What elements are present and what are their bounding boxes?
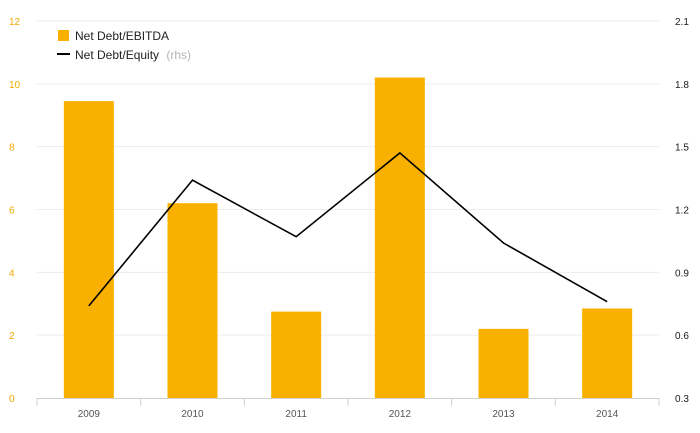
right-tick-label: 1.5 [675,143,689,154]
x-tick-label: 2009 [78,409,101,420]
legend-label-note: (rhs) [166,48,191,62]
left-tick-label: 8 [9,143,15,154]
x-axis [36,398,660,406]
right-tick-label: 2.1 [675,17,689,28]
legend-item-line[interactable]: Net Debt/Equity (rhs) [57,48,191,62]
x-tick-label: 2014 [596,409,619,420]
bar-series [63,77,633,399]
right-tick-label: 0.3 [675,394,689,405]
left-tick-label: 6 [9,206,15,217]
legend-label-bar: Net Debt/EBITDA [75,29,169,43]
left-tick-label: 4 [9,268,15,279]
legend-label-line: Net Debt/Equity [75,48,159,62]
legend-item-bar[interactable]: Net Debt/EBITDA [58,29,169,43]
bar-2012 [374,77,425,399]
right-tick-label: 1.8 [675,80,689,91]
x-tick-label: 2013 [492,409,515,420]
left-y-axis: 0 2 4 6 8 10 12 [9,17,21,405]
right-tick-label: 0.6 [675,331,689,342]
x-tick-label: 2011 [285,409,307,420]
bar-2013 [478,328,529,398]
right-y-axis: 0.3 0.6 0.9 1.2 1.5 1.8 2.1 [675,17,689,405]
bar-2009 [63,101,114,399]
left-tick-label: 12 [9,17,21,28]
line-series [88,151,608,307]
left-tick-label: 0 [9,394,15,405]
gridlines [37,20,659,336]
bar-2014 [582,308,633,398]
svg-text:Net Debt/Equity (rhs): Net Debt/Equity (rhs) [75,48,191,62]
legend-swatch-bar [58,30,69,41]
right-tick-label: 0.9 [675,268,689,279]
x-tick-label: 2012 [389,409,412,420]
line-net-debt-equity [88,151,608,307]
bar-2010 [167,203,218,398]
x-tick-label: 2010 [181,409,204,420]
legend[interactable]: Net Debt/EBITDA Net Debt/Equity (rhs) [57,29,191,62]
x-axis-labels: 2009 2010 2011 2012 2013 2014 [78,409,619,420]
left-tick-label: 10 [9,80,21,91]
right-tick-label: 1.2 [675,206,689,217]
left-tick-label: 2 [9,331,15,342]
bar-2011 [271,311,322,398]
